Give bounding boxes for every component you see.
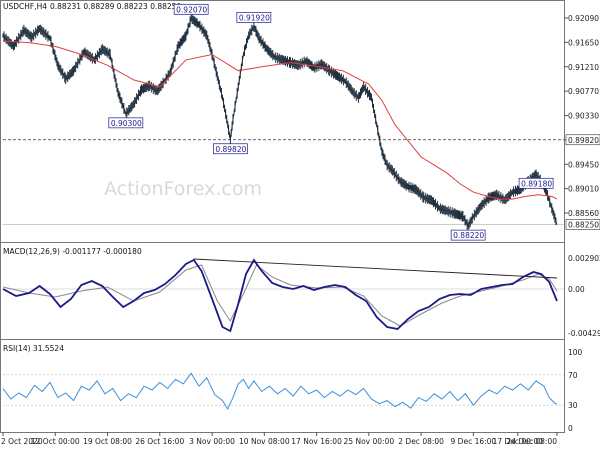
price-tick-label: 0.90330 — [568, 112, 599, 121]
macd-tick-label: 0.002902 — [568, 254, 600, 263]
price-annotation-label: 0.91920 — [239, 13, 270, 22]
price-tick-label: 0.90770 — [568, 87, 599, 96]
x-tick-label: 2 Oct 2020 — [1, 437, 43, 446]
price-tick-label: 0.91210 — [568, 63, 599, 72]
support-price-label: 0.89820 — [568, 136, 599, 145]
price-annotation-box — [518, 177, 554, 189]
price-annotation-label: 0.92070 — [176, 5, 207, 14]
ohlc-header: 0.88231 0.88289 0.88223 0.88250 — [50, 2, 181, 11]
macd-tick-label: 0.00 — [568, 285, 585, 294]
series-layer — [2, 14, 558, 411]
price-annotation-label: 0.89180 — [521, 179, 552, 188]
macd-line — [2, 258, 558, 333]
x-tick-label: 19 Oct 08:00 — [83, 437, 132, 446]
macd-title: MACD(12,26,9) -0.001177 -0.000180 — [3, 247, 142, 256]
current-price-label: 0.88250 — [568, 221, 599, 230]
price-tick-label: 0.92090 — [568, 14, 599, 23]
price-annotation-label: 0.90300 — [111, 119, 142, 128]
rsi-tick-label: 70 — [568, 371, 578, 380]
x-tick-label: 10 Nov 08:00 — [239, 437, 290, 446]
price-tick-label: 0.89010 — [568, 185, 599, 194]
x-tick-label: 3 Nov 00:00 — [189, 437, 235, 446]
rsi-tick-label: 100 — [568, 348, 583, 357]
current-price-tag — [565, 219, 600, 230]
x-tick-label: 17 Dec 00:00 — [493, 437, 544, 446]
x-tick-label: 26 Oct 16:00 — [135, 437, 184, 446]
price-annotation-label: 0.88220 — [453, 231, 484, 240]
price-tick-label: 0.91650 — [568, 38, 599, 47]
x-tick-label: 12 Oct 00:00 — [31, 437, 80, 446]
price-line — [2, 17, 558, 228]
rsi-title: RSI(14) 31.5524 — [3, 344, 64, 353]
support-price-tag — [565, 134, 600, 146]
price-annotation-box — [212, 143, 248, 155]
reference-lines — [3, 139, 564, 406]
price-tick-label: 0.88560 — [568, 209, 599, 218]
x-tick-label: 24 Dec 08:00 — [507, 437, 558, 446]
annotation-layer: 0.92070 0.91920 0.90300 0.89820 0.89180 0.882… — [108, 3, 554, 241]
macd-signal-line — [2, 264, 558, 327]
macd-tick-label: -0.004297 — [568, 329, 600, 338]
rsi-line — [2, 372, 558, 411]
x-tick-label: 2 Dec 08:00 — [398, 437, 444, 446]
price-annotation-box — [450, 229, 486, 241]
price-annotation-box — [108, 117, 144, 129]
x-tick-label: 25 Nov 00:00 — [344, 437, 395, 446]
x-tick-label: 9 Dec 16:00 — [451, 437, 497, 446]
price-annotation-box — [236, 12, 272, 23]
symbol-label: USDCHF,H4 — [3, 2, 47, 11]
watermark: ActionForex.com — [104, 178, 262, 200]
price-tick-label: 0.89450 — [568, 160, 599, 169]
rsi-panel-frame — [0, 339, 565, 433]
x-tick-label: 17 Nov 16:00 — [291, 437, 342, 446]
axis-layer: 0.92090 0.91650 0.91210 0.90770 0.90330 0.898… — [1, 14, 600, 446]
rsi-tick-label: 30 — [568, 401, 578, 410]
price-annotation-label: 0.89820 — [215, 145, 246, 154]
macd-trendline — [193, 258, 558, 279]
rsi-tick-label: 0 — [568, 424, 573, 433]
moving-average-line — [2, 40, 558, 200]
price-annotation-box — [173, 3, 209, 15]
